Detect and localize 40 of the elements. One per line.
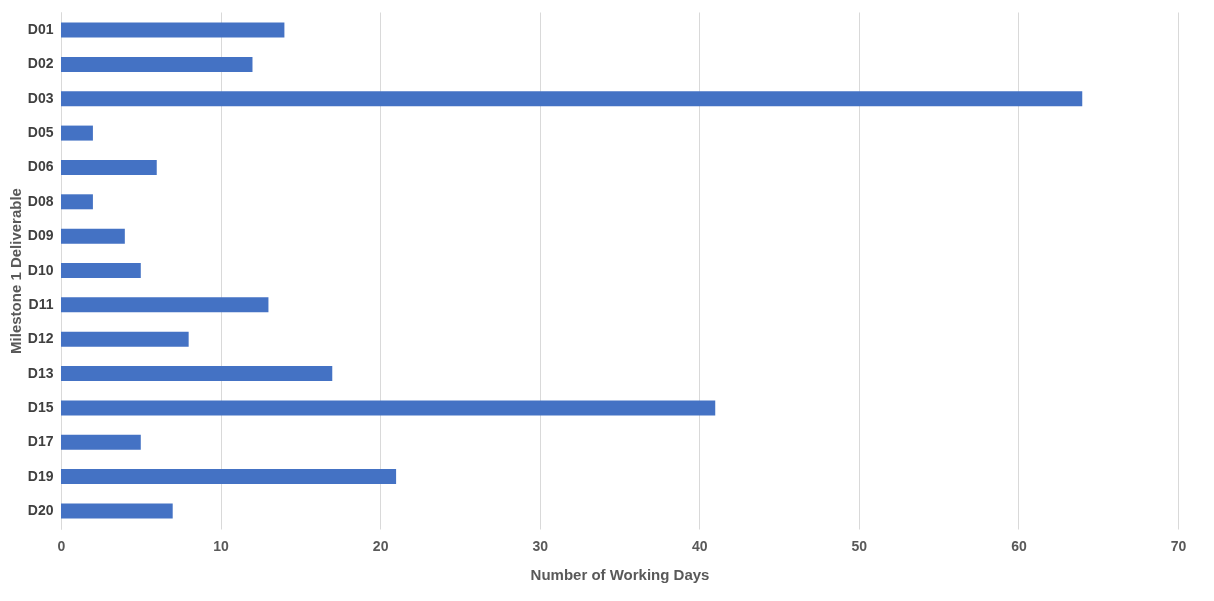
y-tick-label: D17 [27, 433, 54, 450]
x-tick-label: 0 [57, 537, 66, 554]
y-axis-title: Milestone 1 Deliverable [6, 188, 24, 354]
y-tick-label: D09 [27, 227, 54, 244]
x-tick-label: 70 [1170, 537, 1187, 554]
bar [61, 159, 157, 175]
x-tick-label: 60 [1011, 537, 1027, 554]
bar [61, 263, 141, 278]
x-axis-title: Number of Working Days [530, 565, 710, 583]
y-tick-label: D11 [28, 295, 54, 312]
bar [61, 503, 173, 519]
bar [61, 125, 93, 141]
x-tick-label: 50 [851, 537, 868, 554]
bar [61, 297, 269, 313]
x-tick-label: 40 [692, 537, 708, 554]
bar [61, 434, 141, 450]
y-tick-label: D20 [27, 501, 54, 518]
y-tick-label: D08 [27, 192, 54, 209]
y-tick-label: D12 [27, 330, 54, 347]
y-tick-label: D05 [27, 124, 54, 141]
bar [61, 194, 93, 210]
y-tick-label: D13 [27, 364, 54, 381]
bar [61, 22, 285, 38]
y-tick-label: D06 [27, 158, 54, 175]
y-tick-label: D02 [27, 55, 54, 72]
y-tick-label: D19 [27, 467, 54, 484]
bar [61, 228, 125, 244]
bar [61, 91, 1083, 107]
x-tick-label: 10 [213, 537, 230, 554]
bar [61, 56, 253, 72]
y-tick-label: D03 [27, 89, 54, 106]
bar [61, 400, 716, 416]
y-tick-label: D01 [27, 21, 54, 38]
y-tick-label: D10 [27, 261, 54, 278]
bar [61, 469, 397, 485]
x-tick-label: 30 [532, 537, 549, 554]
bar [61, 366, 333, 382]
bar [61, 331, 189, 347]
x-tick-label: 20 [372, 537, 389, 554]
y-tick-label: D15 [27, 398, 54, 415]
